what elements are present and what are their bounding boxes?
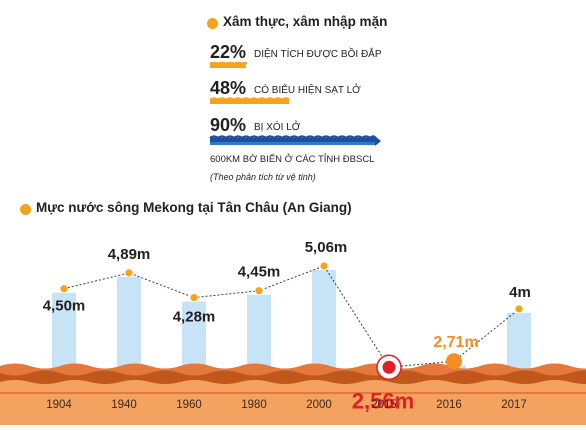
- stat-label: BỊ XÓI LỞ: [254, 122, 301, 133]
- stat-wave: [209, 61, 248, 66]
- stat-percent: 90%: [210, 115, 247, 135]
- source-note: (Theo phân tích từ vệ tinh): [210, 172, 316, 182]
- stat-bar: [210, 64, 246, 68]
- data-label: 4,50m: [43, 298, 86, 315]
- data-point: [382, 360, 396, 374]
- coastline-total-label: 600KM BỜ BIỂN Ở CÁC TỈNH ĐBSCL: [210, 154, 375, 165]
- data-point: [514, 304, 524, 314]
- erosion-bars: [209, 61, 381, 146]
- stat-wave: [209, 97, 290, 102]
- data-label: 2,56m: [352, 388, 414, 413]
- data-label: 4,28m: [173, 309, 216, 326]
- data-label: 5,06m: [305, 239, 348, 256]
- data-label: 4m: [509, 284, 531, 301]
- axis-band-edge: [0, 392, 586, 394]
- data-label: 4,89m: [108, 246, 151, 263]
- bullet-icon: [207, 18, 218, 29]
- data-point: [319, 261, 329, 271]
- data-point: [59, 284, 69, 294]
- value-bar: [312, 270, 336, 378]
- x-tick-label: 1960: [176, 399, 202, 411]
- stat-label: CÓ BIỂU HIỆN SẠT LỞ: [254, 85, 361, 96]
- erosion-panel: Xâm thực, xâm nhập mặn 22% DIỆN TÍCH ĐƯỢ…: [207, 14, 579, 184]
- x-tick-label: 2016: [436, 399, 462, 411]
- x-tick-label: 2000: [306, 399, 332, 411]
- x-tick-label: 1940: [111, 399, 137, 411]
- axis-band: [0, 392, 586, 425]
- data-point: [189, 293, 199, 303]
- x-tick-label: 2015: [371, 399, 397, 411]
- data-point: [124, 268, 134, 278]
- stat-label: DIỆN TÍCH ĐƯỢC BỒI ĐẮP: [254, 49, 382, 60]
- stat-percent: 22%: [210, 42, 247, 62]
- stat-bar: [210, 100, 289, 104]
- x-tick-label: 1904: [46, 399, 72, 411]
- data-point: [254, 286, 264, 296]
- data-label: 4,45m: [238, 264, 281, 281]
- stat-bar: [210, 138, 375, 142]
- x-tick-label: 2017: [501, 399, 527, 411]
- stat-percent: 48%: [210, 78, 247, 98]
- bullet-icon: [20, 204, 31, 215]
- stat-bar-base: [210, 142, 375, 145]
- arrow-icon: [375, 136, 381, 146]
- value-bar: [117, 276, 141, 378]
- data-label: 2,71m: [433, 334, 478, 351]
- stat-wave: [209, 135, 377, 140]
- x-tick-label: 1980: [241, 399, 267, 411]
- series-line: [63, 265, 520, 368]
- data-point: [446, 353, 462, 370]
